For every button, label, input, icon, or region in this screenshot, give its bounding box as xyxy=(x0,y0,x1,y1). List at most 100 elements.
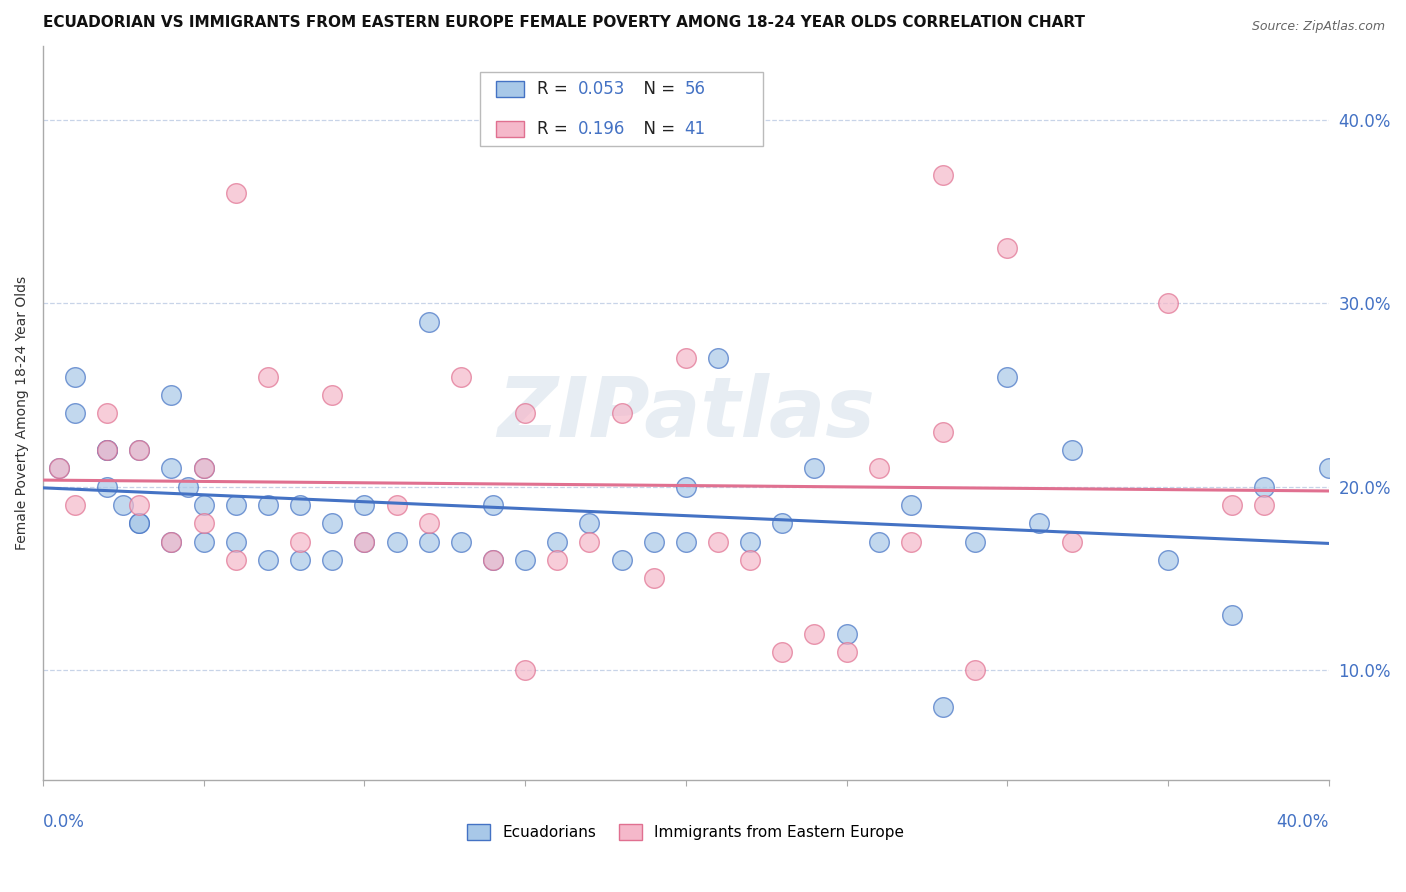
Point xyxy=(932,168,955,182)
Point xyxy=(1220,608,1243,623)
Point xyxy=(160,461,183,475)
Point xyxy=(63,369,86,384)
Point xyxy=(257,498,280,512)
Point xyxy=(63,406,86,420)
Point xyxy=(965,663,987,677)
Point xyxy=(900,498,922,512)
Point xyxy=(643,534,665,549)
Point xyxy=(225,553,247,567)
Point xyxy=(1253,480,1275,494)
Point xyxy=(707,534,730,549)
Point xyxy=(112,498,135,512)
Text: Source: ZipAtlas.com: Source: ZipAtlas.com xyxy=(1251,20,1385,33)
Point xyxy=(385,498,408,512)
Point xyxy=(193,461,215,475)
Point xyxy=(610,553,633,567)
Point xyxy=(128,516,150,531)
Point xyxy=(257,369,280,384)
Point xyxy=(643,572,665,586)
Point xyxy=(96,406,118,420)
Point xyxy=(96,443,118,458)
Legend: Ecuadorians, Immigrants from Eastern Europe: Ecuadorians, Immigrants from Eastern Eur… xyxy=(461,818,911,846)
Point xyxy=(160,388,183,402)
Point xyxy=(1028,516,1050,531)
Point xyxy=(546,534,568,549)
Point xyxy=(385,534,408,549)
Point xyxy=(868,534,890,549)
Point xyxy=(1157,553,1180,567)
Point xyxy=(482,553,505,567)
Point xyxy=(321,516,343,531)
Text: N =: N = xyxy=(633,80,681,98)
Point xyxy=(513,406,536,420)
Point xyxy=(288,553,311,567)
Point xyxy=(128,516,150,531)
Point xyxy=(835,626,858,640)
Point xyxy=(193,498,215,512)
Point xyxy=(160,534,183,549)
Point xyxy=(675,351,697,366)
Point xyxy=(740,553,762,567)
Point xyxy=(1220,498,1243,512)
Point xyxy=(288,498,311,512)
Point xyxy=(578,516,600,531)
Point xyxy=(193,534,215,549)
Point xyxy=(225,498,247,512)
Point xyxy=(128,498,150,512)
Y-axis label: Female Poverty Among 18-24 Year Olds: Female Poverty Among 18-24 Year Olds xyxy=(15,277,30,550)
Point xyxy=(353,498,375,512)
Point xyxy=(225,534,247,549)
Point xyxy=(675,480,697,494)
Point xyxy=(868,461,890,475)
Text: 40.0%: 40.0% xyxy=(1277,814,1329,831)
Point xyxy=(932,425,955,439)
FancyBboxPatch shape xyxy=(495,120,524,136)
Text: R =: R = xyxy=(537,80,572,98)
Point xyxy=(1317,461,1340,475)
Point xyxy=(418,534,440,549)
Point xyxy=(193,516,215,531)
Point xyxy=(578,534,600,549)
Point xyxy=(48,461,70,475)
Point xyxy=(128,443,150,458)
Point xyxy=(63,498,86,512)
Text: ZIPatlas: ZIPatlas xyxy=(496,373,875,454)
Text: 0.053: 0.053 xyxy=(578,80,626,98)
Point xyxy=(932,699,955,714)
Point xyxy=(835,645,858,659)
Point xyxy=(96,443,118,458)
Point xyxy=(1253,498,1275,512)
Text: N =: N = xyxy=(633,120,681,137)
Text: 0.196: 0.196 xyxy=(578,120,626,137)
Point xyxy=(1060,534,1083,549)
Point xyxy=(418,516,440,531)
Point xyxy=(803,626,825,640)
Point xyxy=(803,461,825,475)
Point xyxy=(450,534,472,549)
Point xyxy=(513,553,536,567)
Point xyxy=(225,186,247,201)
Text: ECUADORIAN VS IMMIGRANTS FROM EASTERN EUROPE FEMALE POVERTY AMONG 18-24 YEAR OLD: ECUADORIAN VS IMMIGRANTS FROM EASTERN EU… xyxy=(44,15,1085,30)
Text: 41: 41 xyxy=(685,120,706,137)
FancyBboxPatch shape xyxy=(495,81,524,97)
Text: R =: R = xyxy=(537,120,578,137)
Point xyxy=(160,534,183,549)
Point xyxy=(900,534,922,549)
Point xyxy=(321,553,343,567)
Point xyxy=(770,645,793,659)
Point xyxy=(995,369,1018,384)
Point xyxy=(482,553,505,567)
Point xyxy=(353,534,375,549)
Point xyxy=(513,663,536,677)
Point xyxy=(610,406,633,420)
Point xyxy=(353,534,375,549)
Point xyxy=(257,553,280,567)
Text: 0.0%: 0.0% xyxy=(44,814,84,831)
Point xyxy=(48,461,70,475)
Point xyxy=(418,315,440,329)
Point xyxy=(288,534,311,549)
Point xyxy=(96,480,118,494)
Point xyxy=(707,351,730,366)
Point xyxy=(965,534,987,549)
Point xyxy=(450,369,472,384)
